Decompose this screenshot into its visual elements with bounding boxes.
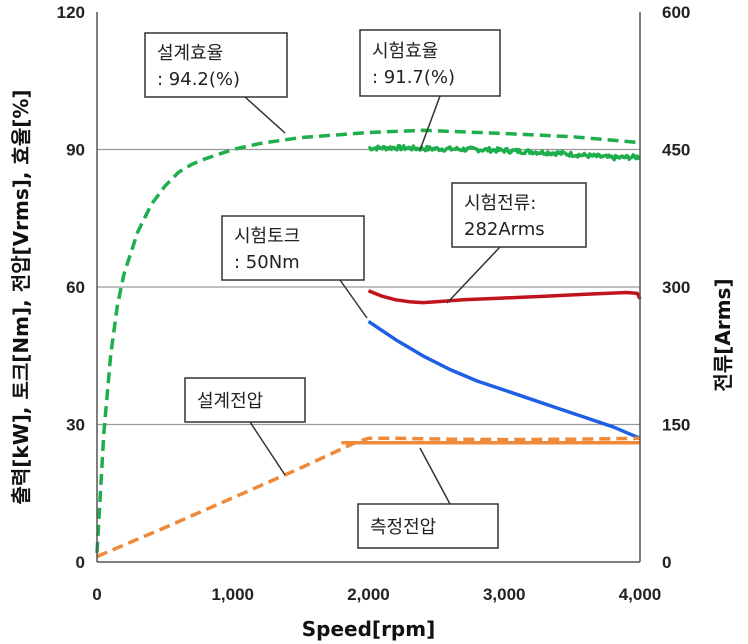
test-current-box-leader [446,246,501,304]
x-tick-label: 0 [92,585,101,604]
x-tick-label: 3,000 [483,585,526,604]
x-tick-label: 4,000 [619,585,662,604]
x-axis-title: Speed[rpm] [302,617,435,641]
test-torque-box-text: : 50Nm [234,252,300,273]
test-torque-box [221,215,365,281]
annotations: 설계효율 : 94.2(%) 시험효율 : 91.7(%) 시험전류: 282Arms 시험… [144,29,587,549]
series-test-efficiency [368,143,641,162]
test-efficiency-box-leader [419,95,441,151]
chart-series [95,128,642,559]
gridlines [97,148,640,426]
y-right-tick-label: 150 [662,416,690,435]
y-left-tick-label: 30 [66,416,85,435]
design-voltage-box-text: 설계전압 [197,391,263,412]
series-test-current [367,289,642,305]
y-right-tick-label: 600 [662,3,690,22]
test-efficiency-box [359,29,501,97]
chart-axes [96,12,641,563]
test-current-box-text: 시험전류: [464,193,536,214]
series-design-efficiency [95,128,641,553]
series-test-torque [367,319,641,440]
y-left-tick-label: 90 [66,141,85,160]
y-right-tick-label: 450 [662,141,690,160]
test-torque-box-leader [339,279,368,319]
axis-titles: Speed[rpm] 출력[kW], 토크[Nm], 전압[Vrms], 효율[%… [9,89,735,641]
series-design-voltage [96,436,641,559]
test-efficiency-box-text: 시험효율 [372,41,438,62]
design-efficiency-box-leader [244,96,286,134]
y-left-tick-label: 120 [57,3,85,22]
y-left-tick-label: 60 [66,278,85,297]
tick-labels: 0 1,000 2,000 3,000 4,0000306090120015030045… [57,3,691,604]
test-torque-box-text: 시험토크 [234,226,300,247]
measured-voltage-box [357,503,499,549]
design-efficiency-box-text: 설계효율 [157,43,223,64]
test-current-box-text: 282Arms [464,219,545,240]
measured-voltage-box-leader [419,447,451,505]
test-efficiency-box-text: : 91.7(%) [372,67,455,88]
test-current-box [451,182,587,248]
design-efficiency-box [144,32,288,98]
design-efficiency-box-text: : 94.2(%) [157,69,240,90]
x-tick-label: 1,000 [211,585,254,604]
y-left-tick-label: 0 [76,553,85,572]
design-voltage-box [184,377,306,423]
y-right-axis-title: 전류[Arms] [711,278,735,391]
y-left-axis-title: 출력[kW], 토크[Nm], 전압[Vrms], 효율[%] [9,89,33,504]
measured-voltage-box-text: 측정전압 [370,517,436,538]
y-right-tick-label: 300 [662,278,690,297]
y-right-tick-label: 0 [662,553,671,572]
design-voltage-box-leader [249,421,286,476]
x-tick-label: 2,000 [347,585,390,604]
